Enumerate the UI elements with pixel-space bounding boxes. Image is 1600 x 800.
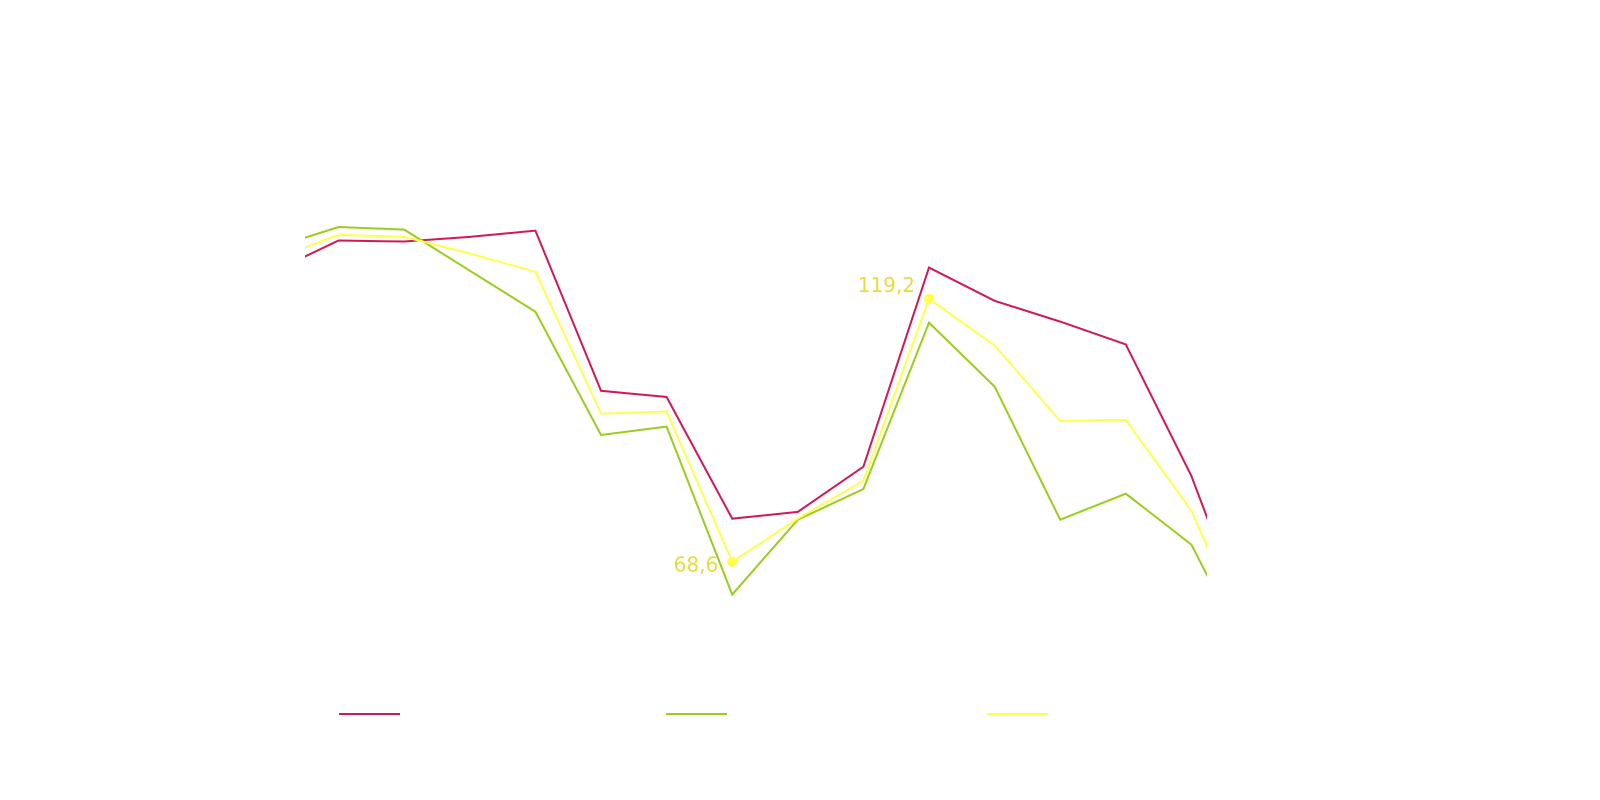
annotations: 68,6 119,2	[674, 273, 934, 576]
series-line	[305, 225, 1207, 597]
series-line	[305, 229, 1207, 521]
series-line	[305, 233, 1207, 564]
point-marker	[727, 556, 738, 567]
data-label: 119,2	[858, 273, 915, 297]
point-marker	[924, 293, 934, 304]
plot-area	[305, 225, 1207, 597]
data-label: 68,6	[674, 552, 719, 576]
